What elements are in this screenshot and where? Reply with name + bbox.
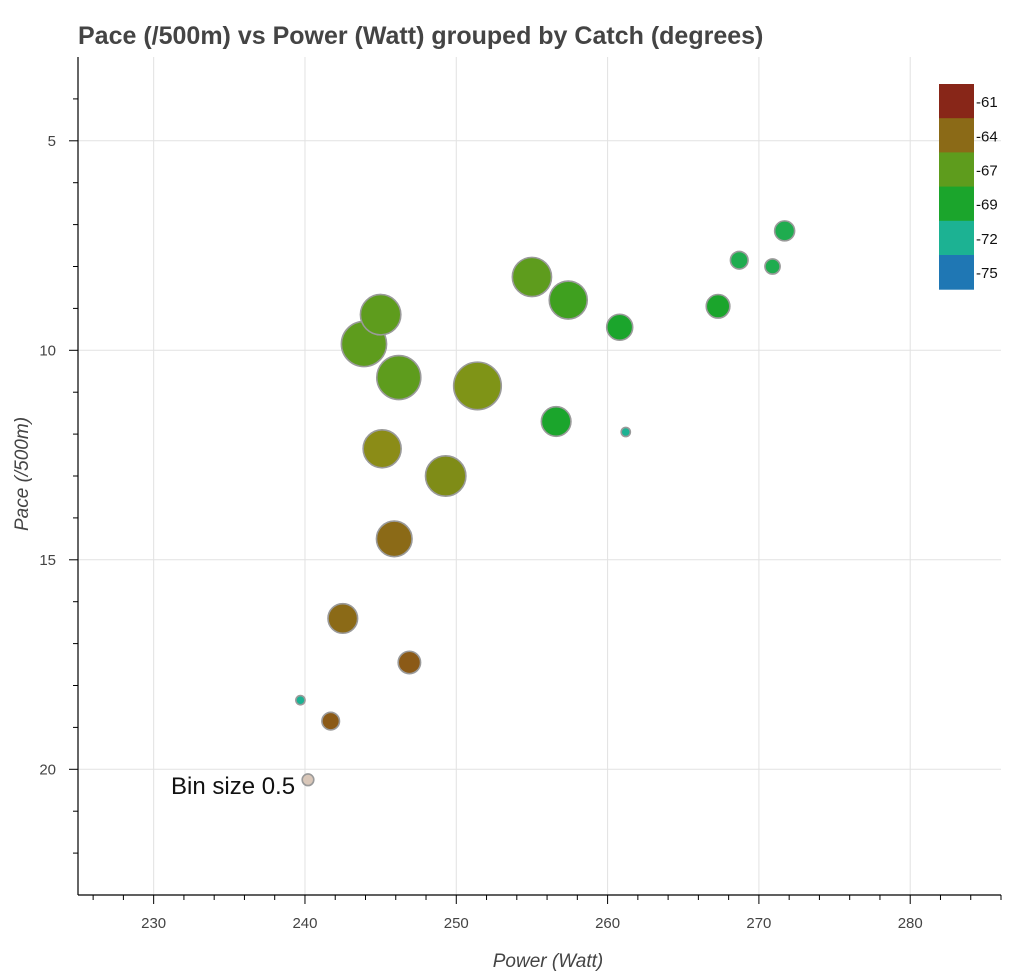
y-axis-label: Pace (/500m): [12, 417, 33, 531]
x-tick-label-3: 260: [595, 915, 620, 932]
y-tick-label-3: 20: [39, 761, 56, 778]
data-points: [295, 220, 796, 787]
legend-label-0: -61: [976, 94, 998, 111]
x-tick-label-5: 280: [898, 915, 923, 932]
data-point-2: [321, 711, 341, 731]
data-point-5: [375, 520, 413, 558]
legend: -61 -64 -67 -69 -72 -75: [939, 84, 998, 290]
legend-label-5: -75: [976, 265, 998, 282]
bin-size-annotation: Bin size 0.5: [171, 773, 295, 800]
data-point-8: [452, 361, 503, 411]
data-point-6: [424, 454, 467, 497]
data-point-3: [397, 650, 422, 675]
legend-swatch-1: [939, 118, 974, 153]
legend-label-2: -67: [976, 163, 998, 180]
legend-swatch-4: [939, 220, 974, 256]
data-point-4: [327, 602, 359, 635]
data-point-14: [540, 405, 572, 438]
x-tick-label-0: 230: [141, 915, 166, 932]
y-tick-label-2: 15: [39, 552, 56, 569]
data-point-18: [729, 250, 749, 270]
x-tick-label-1: 240: [292, 915, 317, 932]
x-tick-label-4: 270: [746, 915, 771, 932]
chart-title: Pace (/500m) vs Power (Watt) grouped by …: [78, 22, 763, 50]
legend-swatch-5: [939, 255, 974, 290]
legend-swatch-0: [939, 84, 974, 119]
data-point-11: [359, 293, 402, 336]
data-point-12: [511, 256, 553, 298]
y-tick-label-1: 10: [39, 342, 56, 359]
data-point-9: [375, 354, 422, 401]
y-tick-label-0: 5: [48, 133, 56, 150]
data-point-20: [773, 220, 796, 242]
axes: 230 240 250 260 270 280 5 10 15 20: [39, 57, 1002, 932]
data-point-15: [605, 313, 634, 342]
data-point-0: [301, 773, 315, 787]
x-axis-label: Power (Watt): [493, 951, 604, 972]
data-point-19: [764, 258, 781, 275]
data-point-16: [620, 426, 632, 438]
data-point-7: [362, 428, 402, 469]
grid: [78, 57, 1001, 895]
legend-label-3: -69: [976, 197, 998, 214]
legend-label-4: -72: [976, 231, 998, 248]
legend-label-1: -64: [976, 128, 998, 145]
data-point-1: [295, 694, 306, 706]
legend-swatch-3: [939, 186, 974, 222]
x-tick-label-2: 250: [444, 915, 469, 932]
legend-swatch-2: [939, 152, 974, 188]
data-point-17: [705, 293, 731, 319]
data-point-13: [548, 280, 589, 320]
